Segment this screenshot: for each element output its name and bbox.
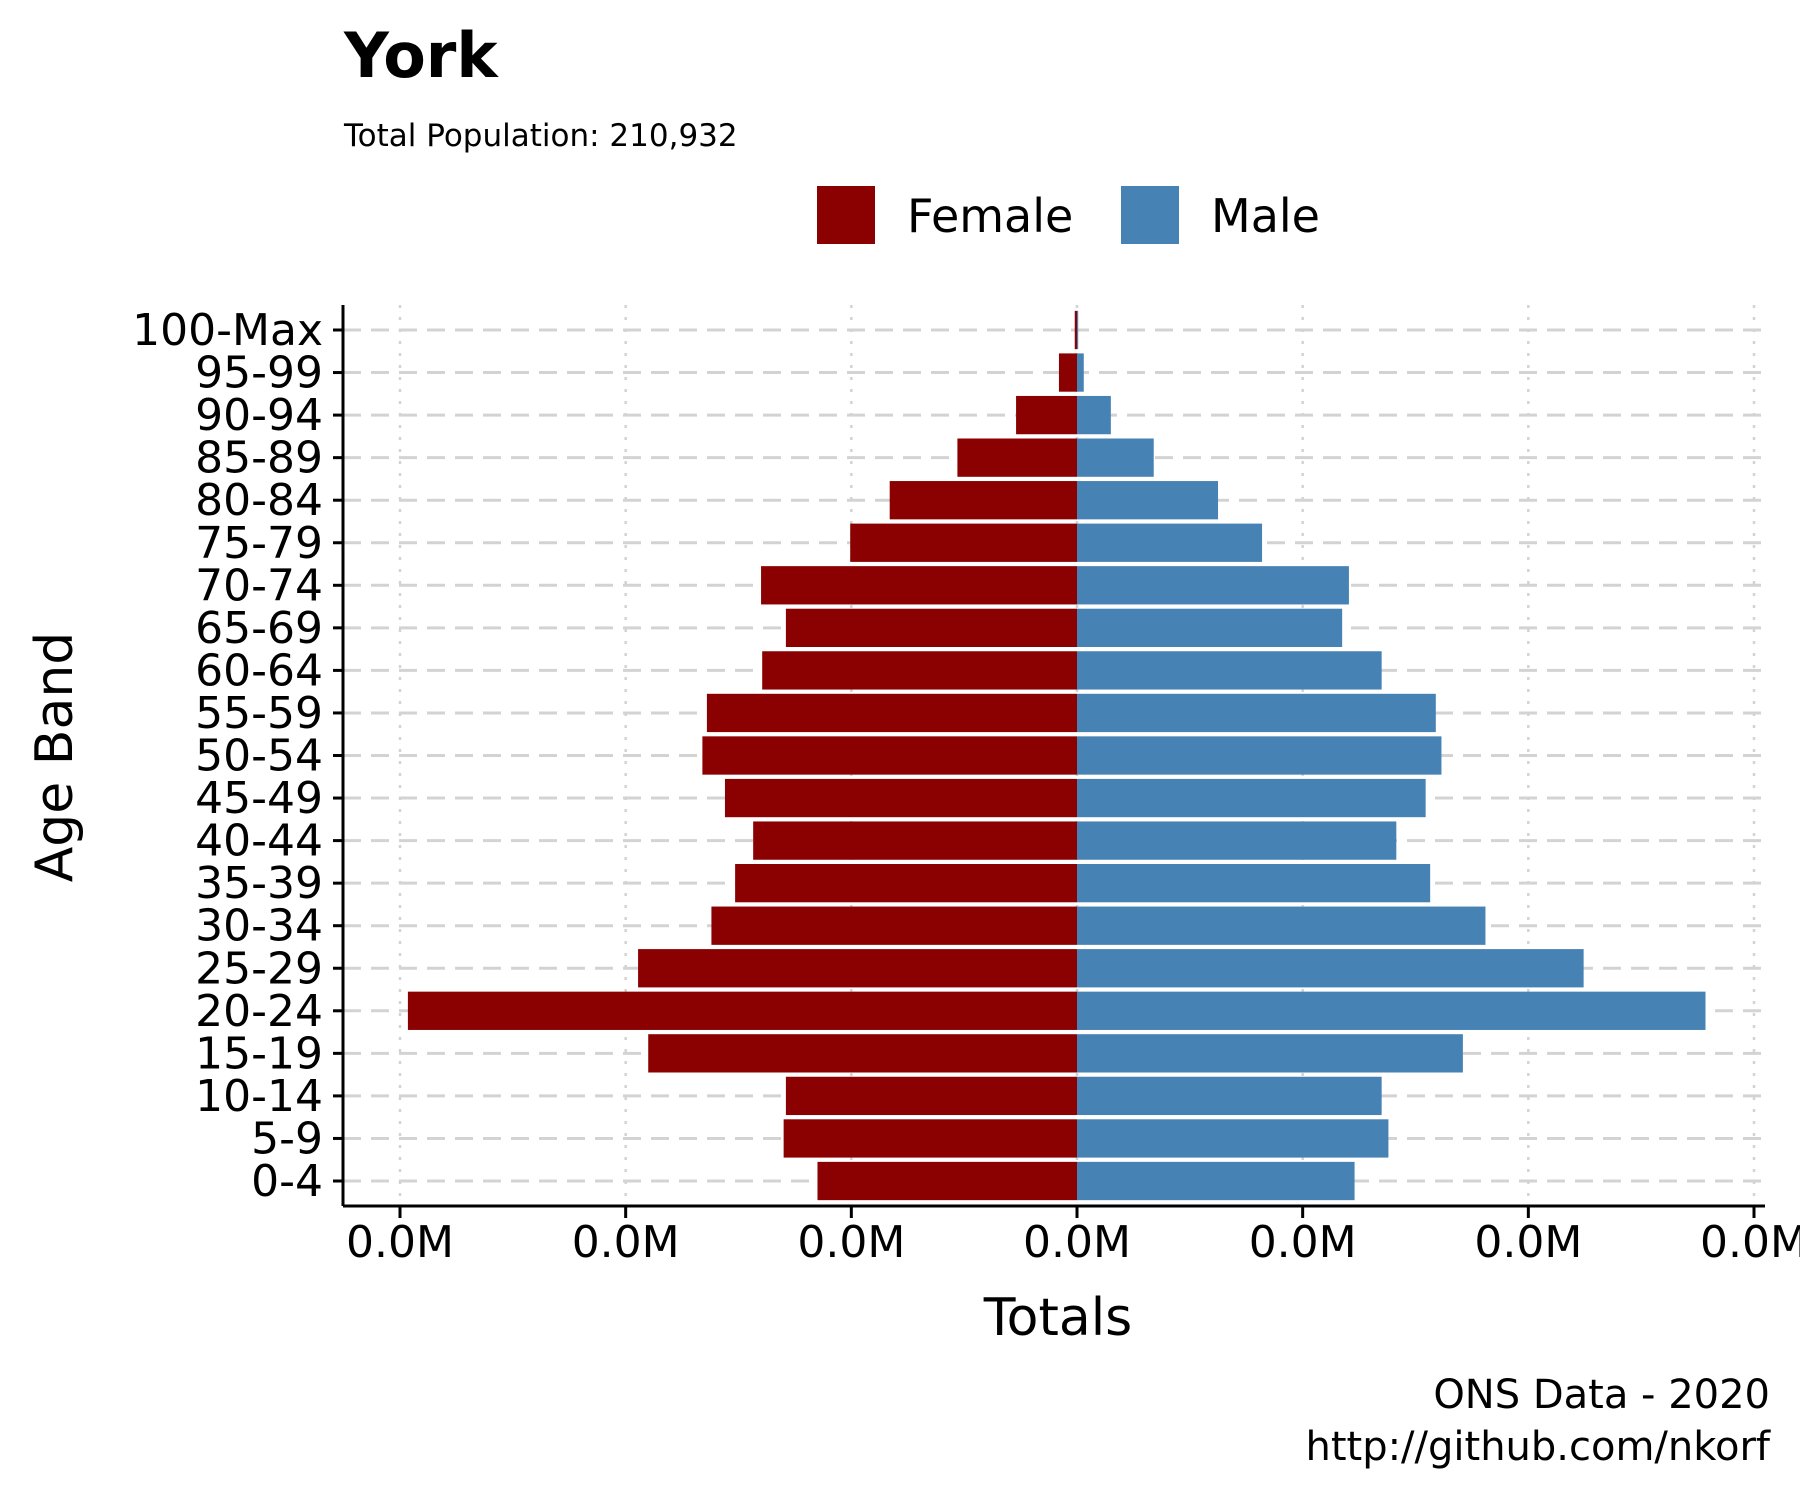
x-tick-label: 0.0M: [1023, 1217, 1131, 1268]
y-axis-ticks: 0-45-910-1415-1920-2425-2930-3435-3940-4…: [132, 305, 343, 1207]
x-axis-ticks: 0.0M 0.0M 0.0M 0.0M 0.0M 0.0M 0.0M: [346, 1206, 1800, 1268]
bar-female-60-64: [762, 651, 1077, 690]
y-tick-label: 60-64: [195, 645, 323, 696]
bar-female-10-14: [785, 1076, 1077, 1116]
bar-female-65-69: [785, 608, 1077, 647]
y-tick-label: 65-69: [195, 603, 323, 654]
y-tick-label: 40-44: [195, 816, 323, 867]
caption-source: ONS Data - 2020: [1433, 1372, 1770, 1418]
y-tick-label: 0-4: [251, 1156, 323, 1207]
bar-male-65-69: [1077, 608, 1343, 647]
bar-female-95-99: [1058, 353, 1077, 392]
bar-female-80-84: [889, 481, 1077, 520]
bar-female-90-94: [1016, 395, 1077, 435]
y-tick-label: 80-84: [195, 475, 323, 526]
x-tick-label: 0.0M: [1700, 1217, 1800, 1268]
y-tick-label: 25-29: [195, 943, 323, 994]
bar-male-0-4: [1077, 1161, 1355, 1201]
bar-male-100-Max: [1077, 310, 1079, 350]
x-tick-label: 0.0M: [797, 1217, 905, 1268]
y-tick-label: 55-59: [195, 688, 323, 739]
chart-title: York: [343, 19, 499, 92]
bar-female-35-39: [735, 864, 1077, 903]
x-tick-label: 0.0M: [1249, 1217, 1357, 1268]
y-tick-label: 30-34: [195, 901, 323, 952]
y-tick-label: 70-74: [195, 560, 323, 611]
bar-male-5-9: [1077, 1119, 1389, 1158]
y-tick-label: 5-9: [251, 1113, 323, 1164]
bar-female-20-24: [407, 991, 1078, 1030]
y-tick-label: 15-19: [195, 1028, 323, 1079]
bar-female-25-29: [638, 949, 1077, 988]
bar-female-30-34: [711, 906, 1077, 945]
bar-male-85-89: [1077, 438, 1154, 477]
legend-swatch-female: [817, 186, 875, 244]
y-tick-label: 20-24: [195, 986, 323, 1037]
x-axis-title: Totals: [983, 1288, 1133, 1348]
legend-swatch-male: [1121, 186, 1179, 244]
bar-female-50-54: [702, 736, 1077, 775]
bar-male-45-49: [1077, 778, 1426, 818]
y-tick-label: 45-49: [195, 773, 323, 824]
bar-female-45-49: [724, 778, 1077, 818]
legend: Female Male: [817, 186, 1320, 244]
bar-male-70-74: [1077, 566, 1349, 605]
bar-female-75-79: [850, 523, 1077, 562]
y-tick-label: 50-54: [195, 731, 323, 782]
chart-subtitle: Total Population: 210,932: [343, 118, 738, 154]
x-tick-label: 0.0M: [1474, 1217, 1582, 1268]
y-tick-label: 85-89: [195, 433, 323, 484]
bar-female-5-9: [783, 1119, 1077, 1158]
legend-label-female: Female: [907, 189, 1073, 243]
bar-male-80-84: [1077, 481, 1219, 520]
bar-male-75-79: [1077, 523, 1263, 562]
bar-male-20-24: [1077, 991, 1706, 1030]
bar-male-25-29: [1077, 949, 1584, 988]
y-tick-label: 100-Max: [132, 305, 323, 356]
y-tick-label: 95-99: [195, 348, 323, 399]
bar-male-15-19: [1077, 1034, 1463, 1073]
y-axis-title: Age Band: [25, 632, 85, 883]
y-tick-label: 10-14: [195, 1071, 323, 1122]
x-tick-label: 0.0M: [346, 1217, 454, 1268]
caption-url: http://github.com/nkorf: [1305, 1424, 1770, 1470]
bar-female-55-59: [706, 693, 1077, 733]
bar-male-40-44: [1077, 821, 1397, 860]
bar-male-50-54: [1077, 736, 1442, 775]
legend-label-male: Male: [1211, 189, 1320, 243]
y-tick-label: 35-39: [195, 858, 323, 909]
bar-male-30-34: [1077, 906, 1486, 945]
bar-male-95-99: [1077, 353, 1084, 392]
bar-female-15-19: [648, 1034, 1077, 1073]
bar-male-55-59: [1077, 693, 1436, 733]
y-tick-label: 90-94: [195, 390, 323, 441]
bar-male-10-14: [1077, 1076, 1382, 1116]
bar-female-0-4: [817, 1161, 1077, 1201]
bar-female-100-Max: [1074, 310, 1077, 350]
bar-male-60-64: [1077, 651, 1382, 690]
x-tick-label: 0.0M: [572, 1217, 680, 1268]
y-tick-label: 75-79: [195, 518, 323, 569]
bar-female-40-44: [753, 821, 1077, 860]
bars: [407, 310, 1706, 1201]
bar-female-85-89: [957, 438, 1077, 477]
bar-female-70-74: [761, 566, 1077, 605]
bar-male-90-94: [1077, 395, 1111, 435]
bar-male-35-39: [1077, 864, 1431, 903]
